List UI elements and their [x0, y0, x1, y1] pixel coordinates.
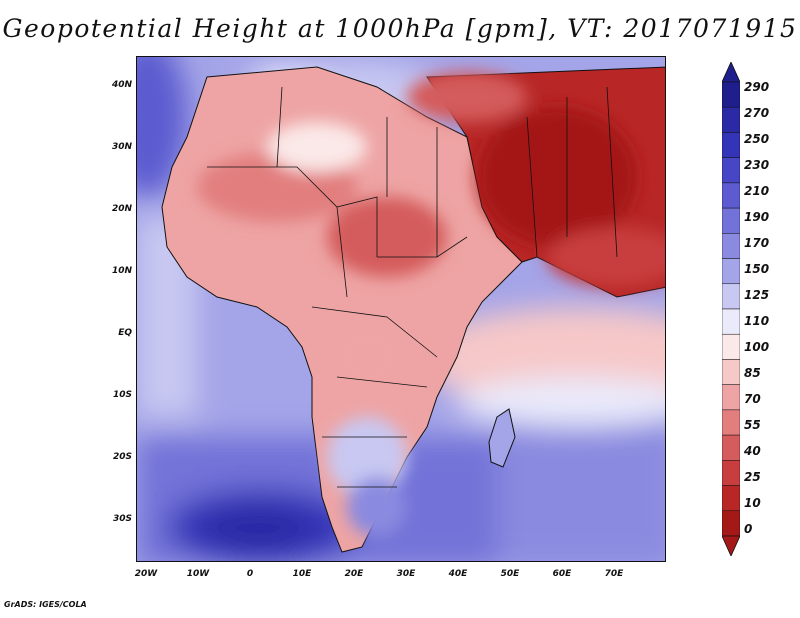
colorbar-label: 0: [744, 522, 753, 536]
colorbar-label: 10: [744, 496, 761, 510]
lon-label-10w: 10W: [186, 569, 210, 579]
lon-label-0: 0: [246, 569, 254, 579]
colorbar-top-arrow: [722, 62, 740, 83]
colorbar-swatch: [722, 510, 740, 537]
colorbar-label: 270: [744, 106, 770, 120]
lat-label-30s: 30S: [112, 514, 132, 524]
colorbar-swatch: [722, 132, 740, 158]
lon-label-20e: 20E: [344, 569, 364, 579]
colorbar: [722, 62, 740, 556]
colorbar-swatch: [722, 384, 740, 411]
lat-label-20n: 20N: [111, 204, 132, 214]
lon-label-40e: 40E: [448, 569, 468, 579]
colorbar-label: 100: [744, 340, 770, 354]
lon-label-50e: 50E: [500, 569, 520, 579]
colorbar-label: 55: [744, 418, 761, 432]
colorbar-label: 170: [744, 236, 770, 250]
colorbar-swatch: [722, 233, 740, 259]
colorbar-swatch: [722, 485, 740, 512]
map-field: [137, 57, 665, 561]
colorbar-swatch: [722, 81, 740, 108]
lon-label-60e: 60E: [552, 569, 572, 579]
colorbar-swatch: [722, 333, 740, 360]
lat-label-40n: 40N: [111, 80, 132, 90]
lon-label-10e: 10E: [292, 569, 312, 579]
colorbar-label: 85: [744, 366, 761, 380]
colorbar-label: 40: [744, 444, 761, 458]
colorbar-label: 210: [744, 184, 770, 198]
colorbar-swatch: [722, 258, 740, 285]
lat-label-20s: 20S: [112, 452, 132, 462]
colorbar-swatch: [722, 434, 740, 461]
colorbar-label: 150: [744, 262, 770, 276]
colorbar-swatch: [722, 359, 740, 385]
colorbar-label: 110: [744, 314, 770, 328]
lat-label-30n: 30N: [111, 142, 132, 152]
lat-label-10s: 10S: [112, 390, 132, 400]
lon-label-70e: 70E: [604, 569, 624, 579]
chart-title: Geopotential Height at 1000hPa [gpm], VT…: [2, 14, 798, 43]
colorbar-label: 230: [744, 158, 770, 172]
lon-label-30e: 30E: [396, 569, 416, 579]
colorbar-swatch: [722, 106, 740, 133]
colorbar-swatch: [722, 182, 740, 209]
colorbar-swatch: [722, 460, 740, 486]
credit-label: GrADS: IGES/COLA: [4, 600, 87, 609]
colorbar-label: 70: [744, 392, 761, 406]
colorbar-bottom-arrow: [722, 535, 740, 556]
lon-label-20w: 20W: [134, 569, 158, 579]
colorbar-label: 125: [744, 288, 770, 302]
colorbar-label: 250: [744, 132, 770, 146]
map-panel: [136, 56, 666, 562]
colorbar-swatch: [722, 207, 740, 234]
lat-label-eq: EQ: [118, 328, 132, 338]
colorbar-label: 25: [744, 470, 761, 484]
colorbar-swatch: [722, 308, 740, 335]
colorbar-swatch: [722, 409, 740, 436]
lat-label-10n: 10N: [111, 266, 132, 276]
colorbar-label: 190: [744, 210, 770, 224]
colorbar-swatch: [722, 157, 740, 184]
colorbar-swatch: [722, 283, 740, 310]
colorbar-label: 290: [744, 80, 770, 94]
